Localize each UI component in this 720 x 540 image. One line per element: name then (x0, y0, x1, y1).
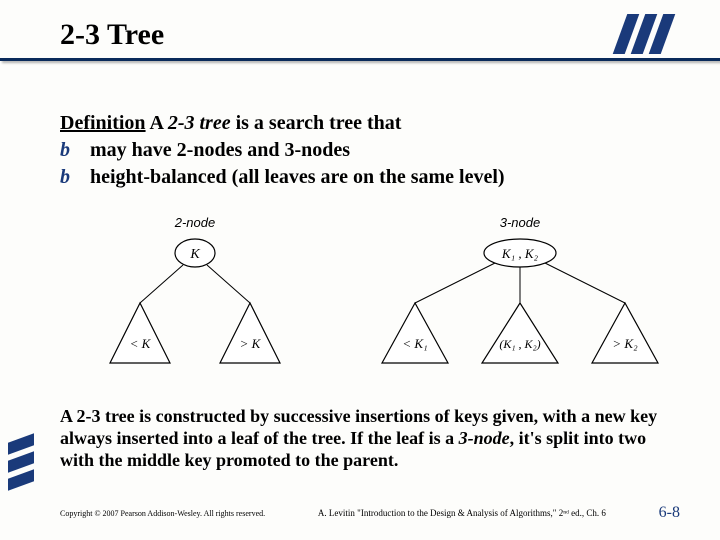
slide: 2-3 Tree Definition A 2-3 tree is a sear… (0, 0, 720, 540)
bullet-2: b height-balanced (all leaves are on the… (60, 164, 680, 191)
definition-rest: is a search tree that (231, 112, 402, 134)
three-node-right-child (592, 303, 658, 363)
edge-3-right (545, 263, 625, 303)
three-node-label: 3-node (500, 215, 540, 230)
two-node-left-label: < K (130, 336, 152, 351)
bullet-icon: b (60, 137, 78, 164)
diagram-area: 2-node K < K > K 3-no (60, 213, 680, 378)
two-node-svg: 2-node K < K > K (85, 213, 305, 373)
three-node-right-label: > K₂ (612, 336, 638, 351)
three-node-left-child (382, 303, 448, 363)
bullet-1: b may have 2-nodes and 3-nodes (60, 137, 680, 164)
bottom-stripes-decor (8, 438, 40, 498)
title-row: 2-3 Tree (60, 18, 680, 52)
three-node-keys: K₁ , K₂ (501, 246, 539, 261)
footer-copyright: Copyright © 2007 Pearson Addison-Wesley.… (60, 509, 265, 518)
content-area: Definition A 2-3 tree is a search tree t… (60, 110, 680, 472)
definition-term: 2-3 tree (168, 112, 231, 134)
two-node-left-child (110, 303, 170, 363)
construction-paragraph: A 2-3 tree is constructed by successive … (60, 406, 680, 472)
three-node-diagram: 3-node K₁ , K₂ < K₁ (K₁ , K₂) (360, 213, 680, 378)
edge-left (140, 265, 183, 303)
page-title: 2-3 Tree (60, 18, 164, 52)
two-node-diagram: 2-node K < K > K (60, 213, 330, 378)
footer-page: 6-8 (659, 504, 680, 522)
edge-right (207, 265, 250, 303)
definition-prefix: A (146, 112, 168, 134)
three-node-mid-child (482, 303, 558, 363)
three-node-svg: 3-node K₁ , K₂ < K₁ (K₁ , K₂) (360, 213, 680, 373)
bullet-2-text: height-balanced (all leaves are on the s… (90, 164, 505, 191)
title-underline (0, 58, 720, 61)
bullet-1-text: may have 2-nodes and 3-nodes (90, 137, 350, 164)
two-node-key: K (189, 247, 200, 262)
two-node-right-child (220, 303, 280, 363)
footer-citation: A. Levitin "Introduction to the Design &… (265, 508, 659, 518)
bullet-icon: b (60, 164, 78, 191)
two-node-right-label: > K (240, 336, 262, 351)
three-node-left-label: < K₁ (402, 336, 427, 351)
definition-label: Definition (60, 112, 146, 134)
definition-line: Definition A 2-3 tree is a search tree t… (60, 110, 680, 137)
title-stripes-decor (620, 14, 680, 54)
edge-3-left (415, 263, 495, 303)
two-node-label: 2-node (174, 215, 215, 230)
para-em: 3-node (459, 428, 510, 448)
three-node-mid-label: (K₁ , K₂) (499, 337, 540, 351)
footer: Copyright © 2007 Pearson Addison-Wesley.… (60, 504, 680, 522)
